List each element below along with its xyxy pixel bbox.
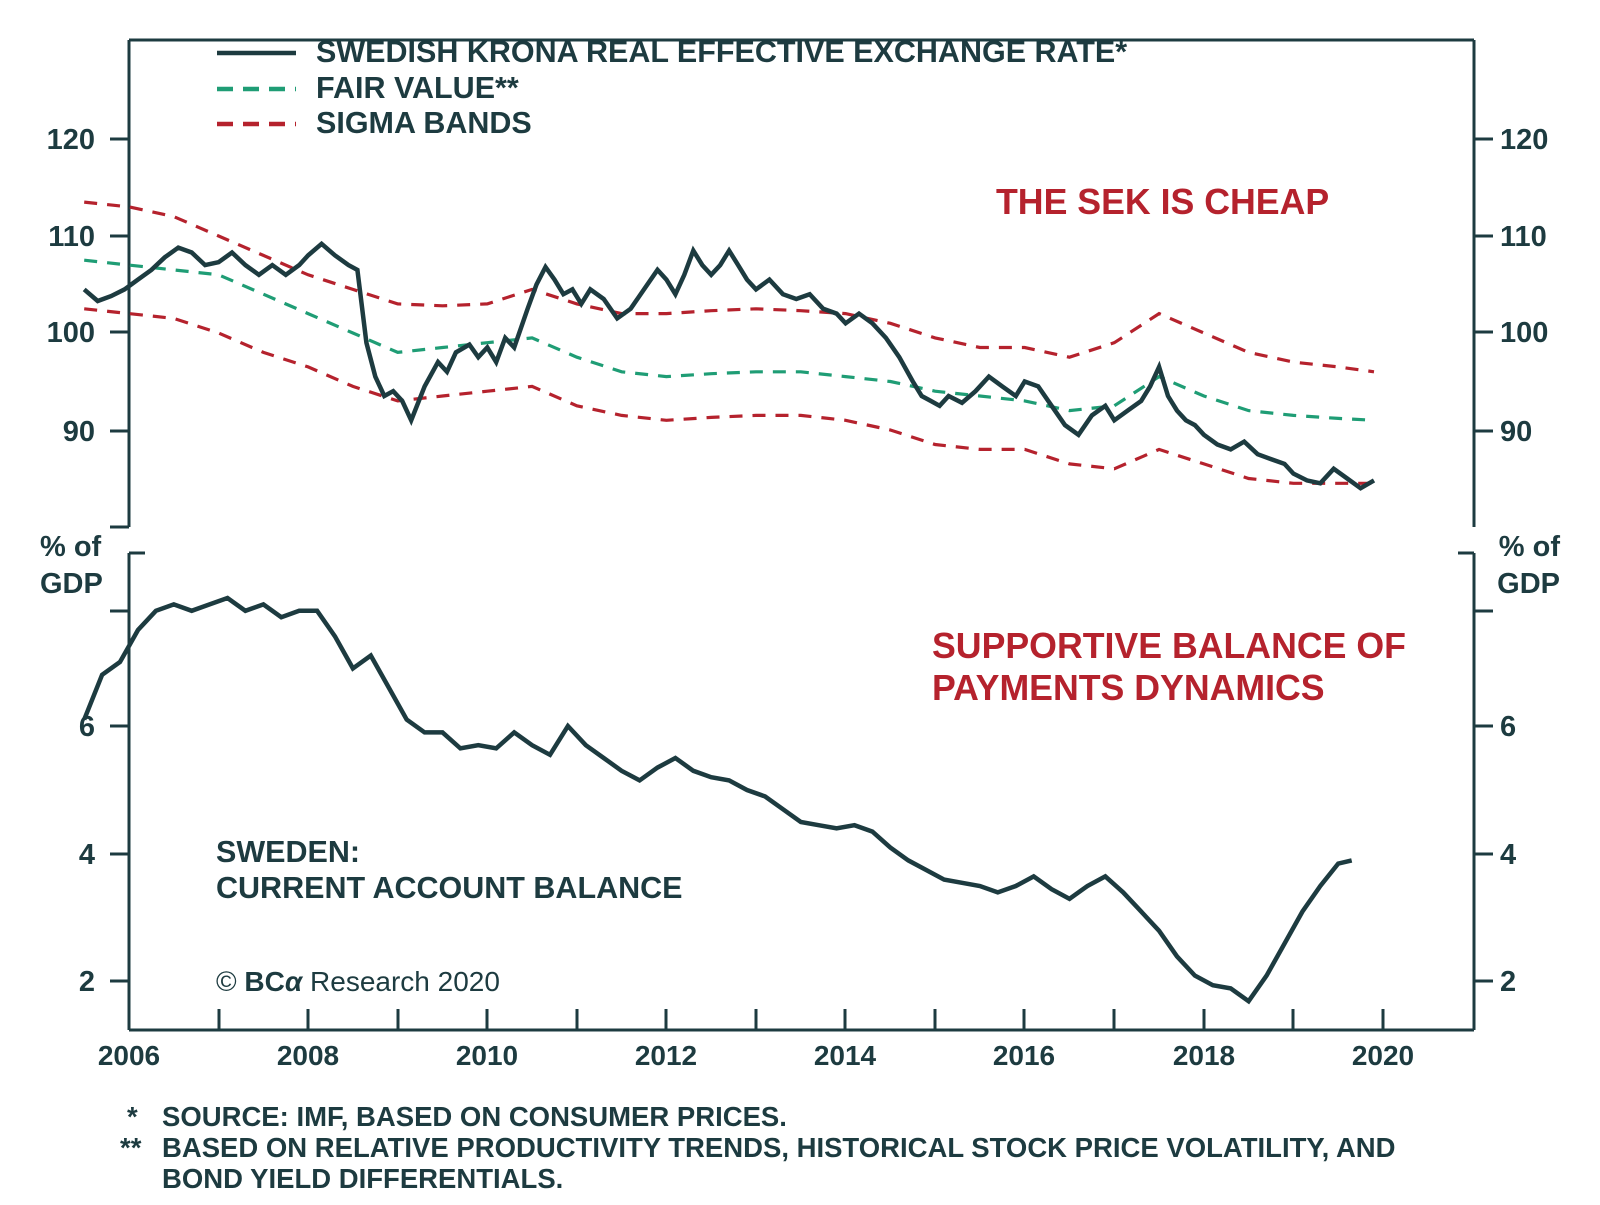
svg-text:4: 4 bbox=[79, 839, 95, 871]
svg-text:2: 2 bbox=[1500, 966, 1516, 998]
svg-text:SOURCE: IMF, BASED ON CONSUMER: SOURCE: IMF, BASED ON CONSUMER PRICES. bbox=[162, 1101, 787, 1132]
svg-text:© BCα Research 2020: © BCα Research 2020 bbox=[216, 966, 500, 997]
svg-text:PAYMENTS DYNAMICS: PAYMENTS DYNAMICS bbox=[932, 668, 1325, 708]
svg-text:CURRENT ACCOUNT BALANCE: CURRENT ACCOUNT BALANCE bbox=[216, 871, 683, 905]
svg-text:GDP: GDP bbox=[1497, 568, 1560, 600]
svg-text:BOND YIELD DIFFERENTIALS.: BOND YIELD DIFFERENTIALS. bbox=[162, 1163, 563, 1194]
svg-text:6: 6 bbox=[1500, 711, 1516, 743]
svg-text:*: * bbox=[127, 1101, 138, 1132]
svg-text:GDP: GDP bbox=[40, 568, 103, 600]
svg-text:2014: 2014 bbox=[814, 1040, 877, 1071]
svg-text:FAIR VALUE**: FAIR VALUE** bbox=[316, 71, 519, 105]
svg-text:2016: 2016 bbox=[993, 1040, 1055, 1071]
svg-text:2010: 2010 bbox=[456, 1040, 518, 1071]
svg-text:SWEDISH KRONA REAL EFFECTIVE E: SWEDISH KRONA REAL EFFECTIVE EXCHANGE RA… bbox=[316, 35, 1127, 69]
svg-text:90: 90 bbox=[1500, 416, 1532, 448]
svg-text:% of: % of bbox=[1499, 531, 1561, 563]
svg-text:110: 110 bbox=[1500, 221, 1547, 253]
svg-text:**: ** bbox=[120, 1132, 142, 1163]
svg-text:% of: % of bbox=[40, 531, 102, 563]
svg-text:2012: 2012 bbox=[635, 1040, 697, 1071]
svg-text:110: 110 bbox=[48, 221, 95, 253]
svg-text:SWEDEN:: SWEDEN: bbox=[216, 835, 360, 869]
svg-text:100: 100 bbox=[47, 317, 95, 349]
svg-text:THE SEK IS CHEAP: THE SEK IS CHEAP bbox=[996, 182, 1329, 222]
svg-text:2018: 2018 bbox=[1173, 1040, 1235, 1071]
svg-text:2008: 2008 bbox=[277, 1040, 339, 1071]
svg-text:BASED ON RELATIVE PRODUCTIVITY: BASED ON RELATIVE PRODUCTIVITY TRENDS, H… bbox=[162, 1132, 1396, 1163]
svg-text:100: 100 bbox=[1500, 317, 1548, 349]
svg-text:SIGMA BANDS: SIGMA BANDS bbox=[316, 106, 532, 140]
svg-text:90: 90 bbox=[63, 416, 95, 448]
svg-text:120: 120 bbox=[1500, 124, 1548, 156]
svg-text:120: 120 bbox=[47, 124, 95, 156]
svg-text:SUPPORTIVE BALANCE OF: SUPPORTIVE BALANCE OF bbox=[932, 626, 1406, 666]
svg-text:2: 2 bbox=[79, 966, 95, 998]
svg-text:2006: 2006 bbox=[98, 1040, 160, 1071]
svg-text:4: 4 bbox=[1500, 839, 1516, 871]
svg-text:2020: 2020 bbox=[1352, 1040, 1414, 1071]
